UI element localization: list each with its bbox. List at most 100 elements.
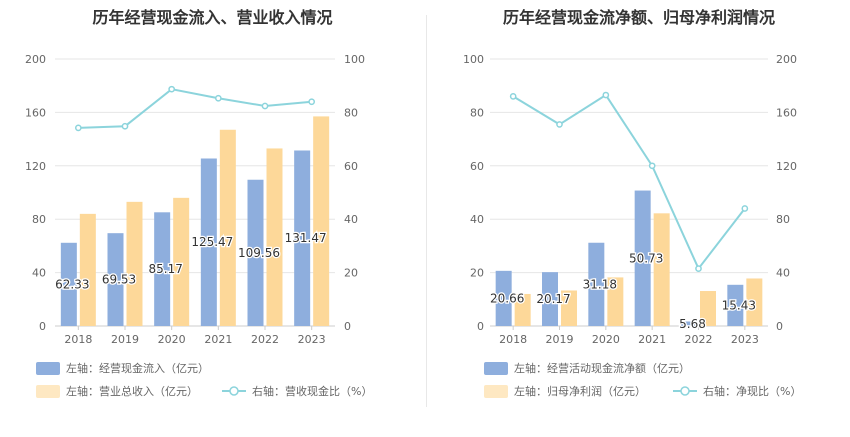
left-left-axis-tick: 80 (32, 213, 46, 226)
right-bar-secondary (700, 291, 716, 326)
right-ratio-point (695, 265, 702, 272)
right-bar-secondary (514, 293, 531, 326)
right-bar-data-label: 20.66 (490, 291, 524, 305)
left-bar-secondary (126, 201, 143, 326)
right-bar-primary (727, 284, 744, 326)
left-right-axis-tick: 0 (344, 320, 351, 333)
left-bar-data-label: 109.56 (238, 246, 280, 260)
right-legend-line-marker (680, 386, 690, 396)
left-bar-data-label: 131.47 (285, 231, 327, 245)
left-chart-title: 历年经营现金流入、营业收入情况 (92, 8, 333, 27)
right-legend-swatch (484, 385, 508, 398)
left-ratio-line (78, 88, 312, 129)
left-left-axis-tick: 200 (25, 53, 46, 66)
right-x-tick-label: 2019 (546, 333, 574, 346)
right-bar-data-label: 31.18 (583, 277, 617, 291)
right-x-tick-label: 2018 (499, 333, 527, 346)
left-ratio-point (308, 98, 316, 106)
left-ratio-point (214, 94, 222, 102)
left-bar-primary (247, 179, 264, 326)
left-ratio-point (261, 102, 269, 110)
left-chart-svg: 0 0 40 20 80 40 120 60 160 80 200 100 2018 2019 2020 20… (25, 53, 372, 398)
left-ratio-point (168, 85, 176, 93)
right-x-tick-label: 2020 (592, 333, 620, 346)
right-legend-label: 左轴：归母净利润（亿元） (514, 384, 646, 398)
left-legend-swatch (36, 385, 60, 398)
right-bar-secondary (607, 277, 624, 326)
left-x-tick-label: 2019 (111, 333, 139, 346)
right-bar-secondary (653, 213, 670, 326)
left-bar-secondary (313, 116, 330, 326)
right-ratio-point (556, 121, 563, 128)
left-legend-label: 右轴：营收现金比（%） (252, 384, 372, 398)
left-bar-data-label: 85.17 (148, 262, 182, 276)
right-x-tick-label: 2021 (638, 333, 666, 346)
right-left-axis-tick: 0 (477, 320, 484, 333)
right-right-axis-tick: 40 (776, 267, 790, 280)
right-chart-title: 历年经营现金流净额、归母净利润情况 (502, 8, 775, 27)
left-legend-swatch (36, 362, 60, 375)
right-bar-secondary (746, 278, 763, 326)
right-left-axis-tick: 80 (470, 106, 484, 119)
right-right-axis-tick: 160 (776, 106, 797, 119)
right-left-axis-tick: 60 (470, 160, 484, 173)
right-right-axis-tick: 120 (776, 160, 797, 173)
left-x-tick-label: 2018 (64, 333, 92, 346)
left-left-axis-tick: 40 (32, 267, 46, 280)
left-right-axis-tick: 20 (344, 267, 358, 280)
right-legend-swatch (484, 362, 508, 375)
right-bar-data-label: 5.68 (679, 317, 706, 331)
right-right-axis-tick: 80 (776, 213, 790, 226)
left-x-tick-label: 2021 (204, 333, 232, 346)
left-ratio-point (74, 124, 82, 132)
left-right-axis-tick: 60 (344, 160, 358, 173)
left-x-tick-label: 2023 (298, 333, 326, 346)
left-bar-primary (107, 233, 124, 326)
right-bar-secondary (561, 290, 577, 326)
right-bar-primary (681, 321, 697, 326)
right-ratio-line (512, 93, 746, 271)
right-bar-data-label: 15.43 (722, 298, 756, 312)
left-x-tick-label: 2020 (158, 333, 186, 346)
right-right-axis-tick: 0 (776, 320, 783, 333)
left-right-axis-tick: 100 (344, 53, 365, 66)
right-ratio-point (648, 162, 656, 170)
right-chart-svg: 0 0 20 40 40 80 60 120 80 160 100 200 2018 2019 2020 20… (463, 53, 801, 398)
left-left-axis-tick: 0 (39, 320, 46, 333)
left-bar-primary (154, 212, 171, 326)
panel-divider (426, 15, 427, 407)
left-bar-secondary (79, 213, 96, 326)
left-left-axis-tick: 160 (25, 106, 46, 119)
left-bar-primary (294, 150, 311, 326)
right-bar-data-label: 50.73 (629, 251, 663, 265)
left-legend-label: 左轴：营业总收入（亿元） (66, 384, 198, 398)
right-legend-label: 左轴：经营活动现金流净额（亿元） (514, 361, 690, 375)
left-bar-secondary (266, 148, 283, 326)
left-x-tick-label: 2022 (251, 333, 279, 346)
right-left-axis-tick: 40 (470, 213, 484, 226)
right-x-tick-label: 2023 (731, 333, 759, 346)
left-bar-primary (60, 242, 77, 326)
right-bar-primary (588, 242, 605, 326)
left-bar-data-label: 62.33 (55, 277, 89, 291)
right-bar-primary (634, 190, 651, 326)
left-bar-secondary (173, 197, 190, 326)
left-bar-secondary (219, 129, 236, 326)
left-ratio-point (121, 122, 129, 130)
left-legend-line-marker (229, 386, 239, 396)
right-bar-primary (495, 270, 512, 326)
left-legend-label: 左轴：经营现金流入（亿元） (66, 361, 209, 375)
left-left-axis-tick: 120 (25, 160, 46, 173)
right-ratio-point (509, 93, 517, 100)
right-left-axis-tick: 100 (463, 53, 484, 66)
right-bar-primary (542, 272, 558, 326)
right-left-axis-tick: 20 (470, 267, 484, 280)
left-right-axis-tick: 80 (344, 106, 358, 119)
left-bar-primary (200, 158, 217, 326)
right-chart-panel: 历年经营现金流净额、归母净利润情况 0 0 20 40 40 80 60 120 80 160 10… (428, 0, 850, 437)
right-ratio-point (602, 91, 610, 99)
left-bar-data-label: 125.47 (191, 235, 233, 249)
left-bar-data-label: 69.53 (102, 273, 136, 287)
right-x-tick-label: 2022 (685, 333, 713, 346)
right-legend-label: 右轴：净现比（%） (703, 384, 801, 398)
